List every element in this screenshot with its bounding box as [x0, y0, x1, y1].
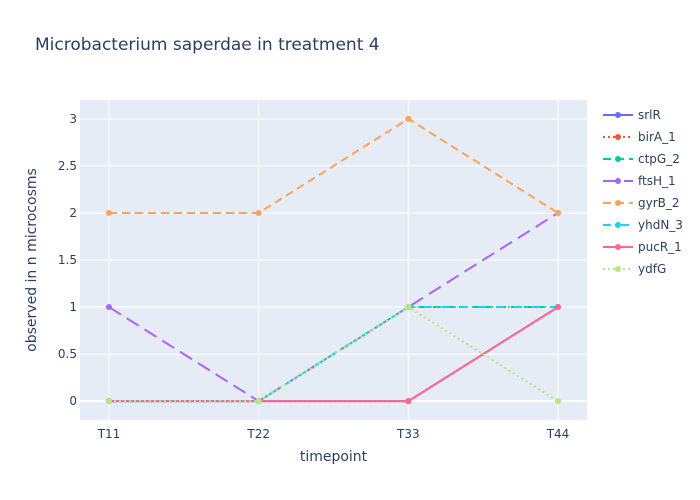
y-tick-label: 2.5	[58, 159, 77, 173]
y-tick-label: 1.5	[58, 253, 77, 267]
legend-item-ctpG_2: ctpG_2	[603, 152, 680, 166]
series-line	[109, 306, 559, 403]
legend-label: ctpG_2	[638, 152, 680, 166]
x-axis-ticks: T11 T22 T33 T44	[97, 427, 570, 441]
y-axis-ticks: 0 0.5 1 1.5 2 2.5 3	[58, 112, 77, 408]
x-tick-label: T33	[396, 427, 420, 441]
x-axis-title: timepoint	[300, 449, 368, 465]
legend-label: gyrB_2	[638, 196, 680, 210]
legend-marker	[615, 134, 621, 140]
y-tick-label: 0.5	[58, 347, 77, 361]
y-tick-label: 0	[69, 394, 77, 408]
legend-marker	[615, 222, 621, 228]
series-ydfG	[106, 304, 561, 405]
legend-marker	[615, 200, 621, 206]
series-line	[109, 117, 559, 214]
y-axis-title: observed in n microcosms	[24, 168, 40, 352]
legend-label: yhdN_3	[638, 218, 683, 232]
data-point	[555, 398, 561, 405]
legend-item-ftsH_1: ftsH_1	[603, 174, 676, 188]
x-tick-label: T22	[246, 427, 270, 441]
data-point	[255, 398, 262, 405]
y-tick-label: 2	[69, 206, 77, 220]
data-point	[405, 115, 412, 122]
legend-item-gyrB_2: gyrB_2	[603, 196, 680, 210]
series-gyrB_2	[106, 115, 561, 216]
data-point	[555, 304, 561, 311]
chart-title: Microbacterium saperdae in treatment 4	[35, 35, 380, 55]
legend-label: ftsH_1	[638, 174, 676, 188]
legend-item-birA_1: birA_1	[603, 130, 676, 144]
legend-marker	[615, 244, 621, 250]
data-point	[555, 209, 561, 216]
legend-label: birA_1	[638, 130, 676, 144]
series-layer	[106, 115, 561, 405]
legend-marker	[615, 156, 621, 162]
x-tick-label: T44	[546, 427, 570, 441]
legend: srlR birA_1 ctpG_2 ftsH_1 gyrB_2 yhdN_3 pucR_1…	[603, 108, 683, 276]
y-tick-label: 1	[69, 300, 77, 314]
data-point	[255, 209, 262, 216]
legend-marker	[615, 178, 621, 184]
y-tick-label: 3	[69, 112, 77, 126]
legend-marker	[615, 266, 621, 272]
data-point	[405, 304, 412, 311]
data-point	[405, 398, 412, 405]
legend-label: ydfG	[638, 262, 666, 276]
data-point	[106, 304, 112, 311]
legend-item-srlR: srlR	[603, 108, 661, 122]
legend-label: srlR	[638, 108, 661, 122]
data-point	[106, 398, 112, 405]
legend-marker	[615, 112, 621, 118]
legend-item-pucR_1: pucR_1	[603, 240, 682, 254]
legend-item-ydfG: ydfG	[603, 262, 666, 276]
data-point	[106, 209, 112, 216]
legend-label: pucR_1	[638, 240, 682, 254]
x-tick-label: T11	[97, 427, 121, 441]
legend-item-yhdN_3: yhdN_3	[603, 218, 683, 232]
